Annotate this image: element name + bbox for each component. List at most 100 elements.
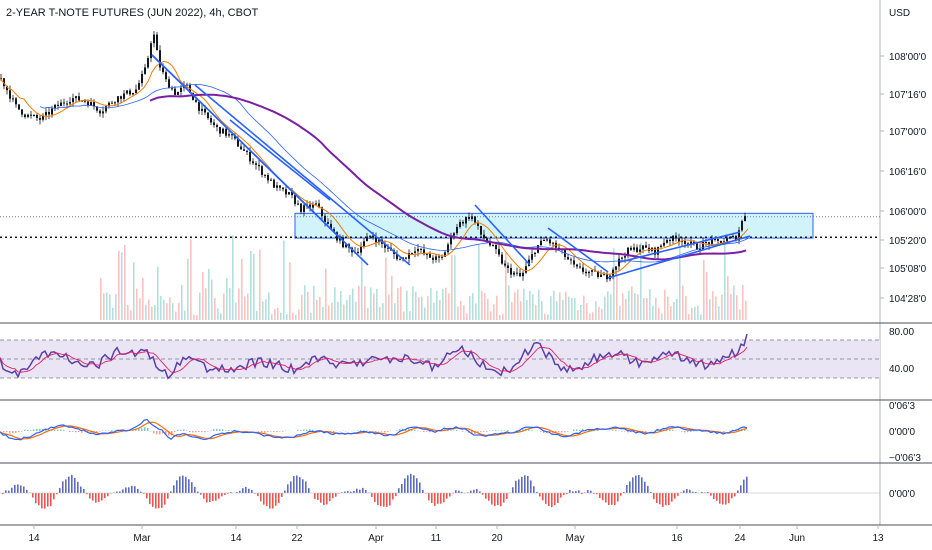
volume-bar: [121, 252, 123, 320]
volume-bar: [190, 239, 192, 320]
macd-histogram-bar: [471, 431, 473, 434]
histogram-bar: [83, 488, 85, 493]
candle-body: [627, 247, 629, 257]
histogram-bar: [545, 493, 547, 504]
macd-histogram-bar: [261, 431, 263, 433]
time-tick-label: May: [566, 533, 585, 544]
histogram-bar: [215, 493, 217, 501]
volume-bar: [259, 249, 261, 320]
macd-histogram-bar: [147, 427, 149, 431]
volume-bar: [274, 308, 276, 320]
candle-body: [282, 187, 284, 190]
rsi-ma-line: [0, 346, 748, 374]
volume-bar: [730, 294, 732, 320]
candle-body: [60, 102, 62, 106]
candle-body: [171, 88, 173, 90]
macd-histogram-bar: [738, 429, 740, 431]
price-tick-label: 107'00'0: [889, 127, 927, 138]
price-tick-label: 108'00'0: [889, 52, 927, 63]
macd-histogram-bar: [636, 431, 638, 433]
macd-histogram-bar: [408, 428, 410, 431]
candle-body: [12, 98, 14, 100]
candle-body: [741, 221, 743, 231]
histogram-bar: [656, 493, 658, 503]
volume-bar: [115, 294, 117, 320]
volume-bar: [283, 240, 285, 320]
macd-histogram-bar: [135, 429, 137, 431]
histogram-bar: [350, 491, 352, 493]
histogram-bar: [638, 474, 640, 493]
volume-bar: [271, 314, 273, 320]
candle-body: [162, 67, 164, 73]
histogram-bar: [206, 493, 208, 503]
macd-histogram-bar: [141, 428, 143, 431]
histogram-bar: [239, 490, 241, 493]
triangle-rising-line: [607, 235, 751, 279]
histogram-bar: [101, 493, 103, 501]
macd-histogram-bar: [237, 430, 239, 431]
macd-histogram-bar: [450, 430, 452, 431]
macd-histogram-bar: [630, 431, 632, 433]
candle-body: [51, 108, 53, 115]
candle-body: [441, 256, 443, 258]
candle-body: [717, 238, 719, 241]
histogram-bar: [353, 490, 355, 493]
histogram-bar: [554, 493, 556, 506]
candle-body: [585, 271, 587, 274]
volume-bar: [577, 310, 579, 320]
histogram-bar: [38, 493, 40, 506]
macd-histogram-bar: [270, 431, 272, 432]
macd-histogram-bar: [204, 431, 206, 433]
candle-body: [75, 96, 77, 99]
volume-bar: [604, 296, 606, 320]
histogram-bar: [620, 493, 622, 496]
macd-histogram-bar: [21, 431, 23, 432]
volume-bar: [637, 294, 639, 320]
volume-bar: [262, 301, 264, 320]
histogram-bar: [686, 488, 688, 493]
macd-histogram-bar: [57, 429, 59, 431]
volume-bar: [172, 303, 174, 320]
macd-histogram-bar: [144, 427, 146, 431]
histogram-bar: [200, 493, 202, 495]
histogram-bar: [518, 479, 520, 493]
histogram-bar: [56, 493, 58, 495]
volume-bar: [355, 301, 357, 320]
histogram-bar: [344, 491, 346, 493]
candle-body: [579, 266, 581, 268]
time-tick-label: 14: [230, 533, 242, 544]
volume-bar: [505, 253, 507, 320]
candle-body: [48, 111, 50, 115]
histogram-bar: [23, 486, 25, 493]
volume-bar: [289, 262, 291, 320]
histogram-bar: [566, 493, 568, 494]
candle-body: [483, 234, 485, 239]
candle-body: [93, 102, 95, 107]
histogram-bar: [50, 493, 52, 507]
time-tick-label: 24: [734, 533, 746, 544]
volume-bar: [154, 305, 156, 320]
volume-bar: [343, 304, 345, 320]
histogram-bar: [11, 487, 13, 493]
histogram-bar: [119, 491, 121, 493]
histogram-bar: [254, 493, 256, 494]
rsi-tick-label: 40.00: [889, 364, 914, 375]
volume-bar: [502, 313, 504, 320]
macd-histogram-bar: [501, 430, 503, 431]
macd-histogram-bar: [228, 430, 230, 431]
histogram-tick-label: 0'00'0: [889, 489, 916, 500]
volume-bar: [166, 303, 168, 320]
candle-body: [633, 247, 635, 250]
volume-bar: [163, 299, 165, 320]
macd-histogram-bar: [96, 431, 98, 433]
candle-body: [243, 149, 245, 151]
volume-bar: [559, 292, 561, 320]
candle-body: [99, 110, 101, 114]
volume-bar: [484, 293, 486, 320]
volume-bar: [424, 307, 426, 320]
histogram-bar: [497, 493, 499, 506]
rsi-tick-label: 80.00: [889, 327, 914, 338]
candle-body: [666, 239, 668, 243]
time-tick-label: 20: [491, 533, 503, 544]
